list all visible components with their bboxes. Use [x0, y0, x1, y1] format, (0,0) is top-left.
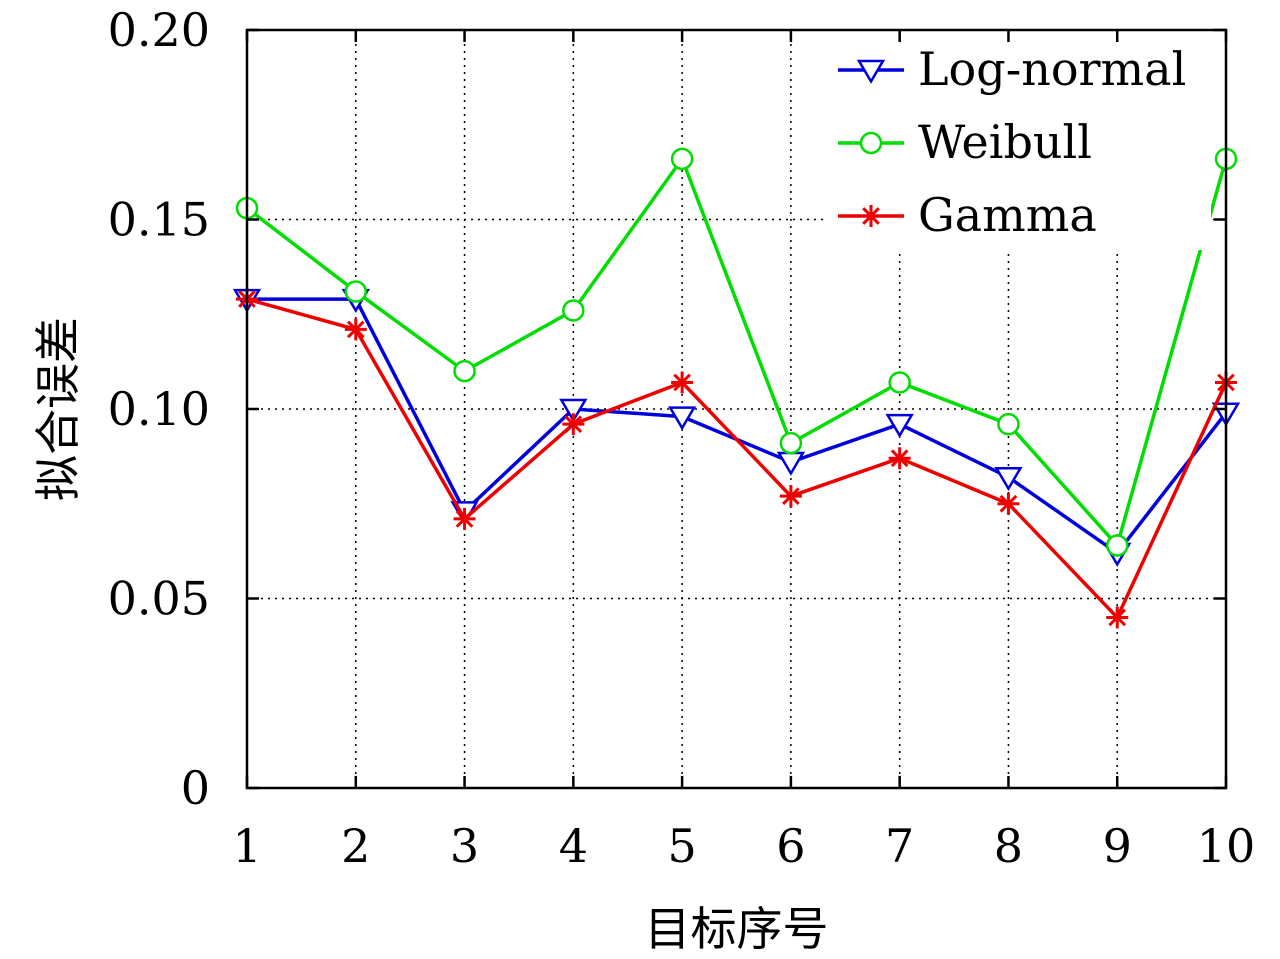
data-point-weibull — [779, 431, 803, 455]
data-point-gamma — [888, 447, 911, 470]
data-point-weibull — [888, 371, 911, 394]
data-point-log-normal — [885, 413, 914, 439]
series-gamma — [236, 288, 1237, 629]
legend-marker — [856, 59, 886, 84]
x-tick-label: 3 — [450, 819, 479, 873]
legend-item-log-normal: Log-normal — [838, 42, 1186, 96]
x-tick-label: 6 — [776, 819, 805, 873]
legend-item-weibull: Weibull — [838, 115, 1092, 169]
x-tick-label: 10 — [1197, 819, 1256, 873]
data-point-gamma — [453, 507, 476, 530]
data-point-gamma — [997, 492, 1020, 515]
x-axis-label: 目标序号 — [645, 902, 829, 956]
data-point-gamma — [344, 318, 367, 341]
legend-marker — [859, 131, 883, 155]
y-axis-ticks: 0 0.05 0.10 0.15 0.20 — [108, 3, 1226, 815]
series-log-normal — [232, 288, 1241, 567]
x-tick-label: 4 — [559, 819, 588, 873]
legend-label: Log-normal — [918, 42, 1186, 96]
x-axis-ticks: 1 2 3 4 5 6 7 8 9 10 — [232, 30, 1255, 873]
data-point-gamma — [779, 485, 802, 508]
legend: Log-normal Weibull Gamma — [838, 42, 1186, 242]
series-layer — [232, 147, 1241, 629]
x-tick-label: 5 — [667, 819, 696, 873]
y-tick-label: 0.10 — [108, 382, 210, 436]
x-tick-label: 1 — [232, 819, 261, 873]
data-point-weibull — [670, 147, 694, 171]
data-point-gamma — [671, 371, 694, 394]
series-line-weibull — [245, 155, 1228, 549]
legend-label: Gamma — [918, 188, 1097, 242]
data-point-log-normal — [776, 451, 806, 476]
data-point-log-normal — [667, 406, 697, 431]
data-point-weibull — [453, 359, 476, 383]
y-tick-label: 0 — [181, 761, 210, 815]
legend-label: Weibull — [918, 115, 1092, 169]
y-tick-label: 0.15 — [108, 193, 210, 247]
x-tick-label: 7 — [885, 819, 914, 873]
data-point-weibull — [1105, 534, 1129, 557]
data-point-gamma — [1106, 606, 1129, 629]
data-point-weibull — [562, 299, 585, 322]
data-point-weibull — [997, 412, 1020, 436]
x-tick-label: 2 — [341, 819, 370, 873]
y-axis-label: 拟合误差 — [31, 317, 85, 501]
data-point-weibull — [344, 280, 368, 303]
legend-item-gamma: Gamma — [838, 188, 1097, 242]
y-tick-label: 0.20 — [108, 3, 210, 57]
data-point-log-normal — [559, 398, 588, 423]
series-line-log-normal — [247, 297, 1228, 556]
series-line-gamma — [246, 297, 1228, 621]
data-point-gamma — [562, 413, 585, 436]
legend-marker — [860, 205, 882, 227]
y-tick-label: 0.05 — [108, 572, 210, 626]
x-tick-label: 8 — [994, 819, 1023, 873]
x-tick-label: 9 — [1103, 819, 1132, 873]
data-point-log-normal — [994, 466, 1023, 492]
